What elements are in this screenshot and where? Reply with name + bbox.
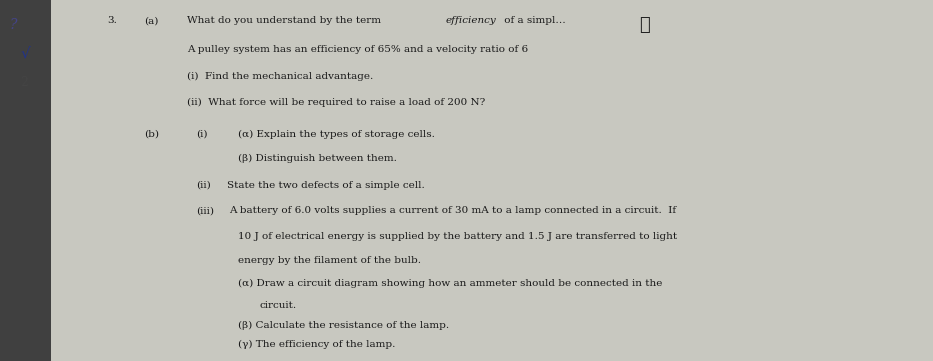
Text: circuit.: circuit.	[259, 301, 297, 310]
Text: energy by the filament of the bulb.: energy by the filament of the bulb.	[238, 256, 421, 265]
Text: ?: ?	[9, 18, 17, 32]
Bar	[0, 0, 51, 361]
Text: (b): (b)	[145, 130, 160, 139]
Text: efficiency: efficiency	[446, 16, 496, 25]
Text: (γ) The efficiency of the lamp.: (γ) The efficiency of the lamp.	[238, 340, 396, 349]
Text: of a simpl…: of a simpl…	[501, 16, 565, 25]
Text: 3.: 3.	[107, 16, 118, 25]
Text: 2: 2	[21, 76, 28, 89]
Text: A pulley system has an efficiency of 65% and a velocity ratio of 6: A pulley system has an efficiency of 65%…	[187, 45, 528, 54]
Text: (ii)  What force will be required to raise a load of 200 N?: (ii) What force will be required to rais…	[187, 97, 485, 106]
Text: (a): (a)	[145, 16, 159, 25]
Text: State the two defects of a simple cell.: State the two defects of a simple cell.	[227, 180, 425, 190]
Text: 10 J of electrical energy is supplied by the battery and 1.5 J are transferred t: 10 J of electrical energy is supplied by…	[238, 232, 677, 241]
Text: (β) Distinguish between them.: (β) Distinguish between them.	[238, 153, 397, 162]
Text: (i): (i)	[196, 130, 207, 139]
Text: (i)  Find the mechanical advantage.: (i) Find the mechanical advantage.	[187, 72, 373, 81]
Text: (iii): (iii)	[196, 206, 214, 216]
Text: (α) Draw a circuit diagram showing how an ammeter should be connected in the: (α) Draw a circuit diagram showing how a…	[238, 279, 662, 288]
Text: What do you understand by the term: What do you understand by the term	[187, 16, 383, 25]
Text: ✓: ✓	[639, 16, 650, 34]
Text: (β) Calculate the resistance of the lamp.: (β) Calculate the resistance of the lamp…	[238, 321, 449, 330]
Text: √: √	[21, 47, 30, 61]
Text: (ii): (ii)	[196, 180, 211, 190]
Text: (α) Explain the types of storage cells.: (α) Explain the types of storage cells.	[238, 130, 435, 139]
Text: A battery of 6.0 volts supplies a current of 30 mA to a lamp connected in a circ: A battery of 6.0 volts supplies a curren…	[229, 206, 675, 216]
